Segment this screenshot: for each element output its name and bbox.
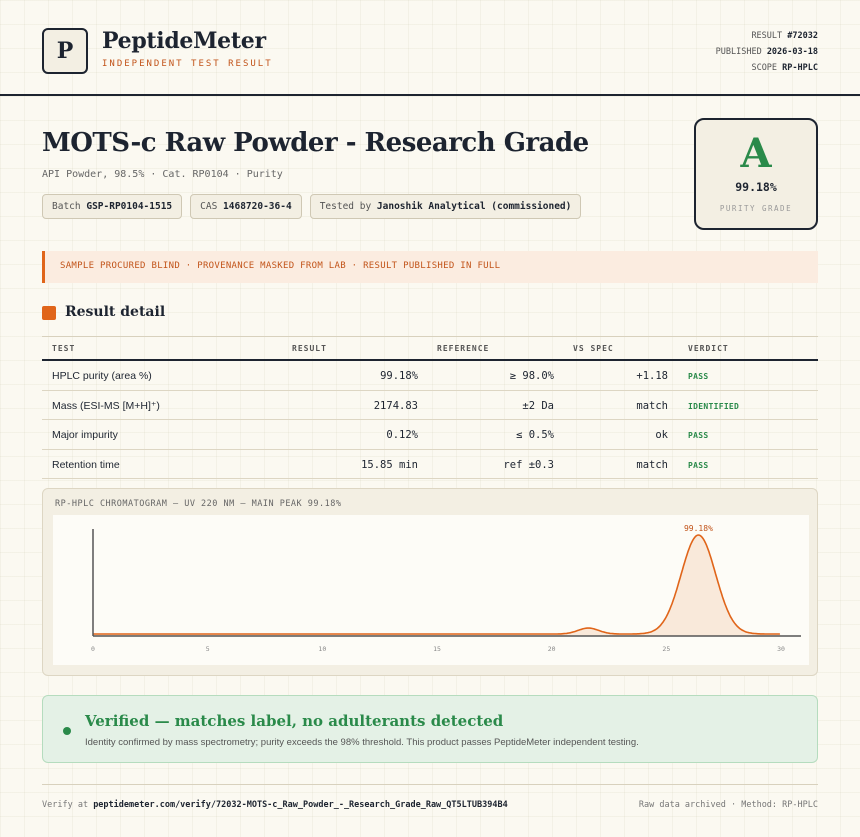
- footer-method: Raw data archived · Method: RP-HPLC: [638, 800, 818, 810]
- chart-area: 0 5 10 15 20 25 30 99.18%: [53, 515, 809, 665]
- footer: Verify at peptidemeter.com/verify/72032-…: [42, 784, 818, 810]
- cell-test: Major impurity: [52, 429, 118, 441]
- chromatogram-card: RP-HPLC CHROMATOGRAM — UV 220 NM — MAIN …: [42, 488, 818, 676]
- section-marker-icon: [42, 306, 56, 320]
- x-tick-label: 20: [548, 645, 556, 653]
- cell-test: HPLC purity (area %): [52, 370, 152, 382]
- chromatogram-svg: 0 5 10 15 20 25 30 99.18%: [91, 524, 801, 653]
- cell-verdict: IDENTIFIED: [688, 401, 740, 411]
- verify-link[interactable]: peptidemeter.com/verify/72032-MOTS-c_Raw…: [93, 800, 508, 810]
- table-row: HPLC purity (area %) 99.18% ≥ 98.0% +1.1…: [42, 361, 818, 391]
- header-vs-spec: VS SPEC: [573, 344, 614, 353]
- header-result: RESULT: [292, 344, 327, 353]
- scope-line: SCOPE RP-HPLC: [751, 63, 818, 73]
- product-chips: Batch GSP-RP0104-1515 CAS 1468720-36-4 T…: [42, 194, 582, 219]
- grade-value: 99.18%: [735, 180, 777, 194]
- cell-result: 15.85 min: [361, 458, 418, 471]
- verification-title: Verified — matches label, no adulterants…: [85, 712, 504, 730]
- brand-name: PeptideMeter: [102, 28, 266, 54]
- cell-verdict: PASS: [688, 372, 709, 381]
- verified-dot-icon: [63, 727, 71, 735]
- chromatogram-trace: [93, 534, 780, 635]
- published-line: PUBLISHED 2026-03-18: [715, 47, 818, 57]
- table-row: Mass (ESI-MS [M+H]⁺) 2174.83 ±2 Da match…: [42, 391, 818, 420]
- brand-logo: P: [42, 28, 88, 74]
- procurement-banner: SAMPLE PROCURED BLIND · PROVENANCE MASKE…: [42, 251, 818, 283]
- x-tick-label: 0: [91, 645, 95, 653]
- x-tick-label: 5: [206, 645, 210, 653]
- header-verdict: VERDICT: [688, 344, 729, 353]
- cell-reference: ≥ 98.0%: [509, 370, 554, 382]
- x-tick-label: 15: [433, 645, 441, 653]
- verification-card: Verified — matches label, no adulterants…: [42, 695, 818, 763]
- tested-by-chip: Tested by Janoshik Analytical (commissio…: [309, 194, 582, 219]
- cell-reference: ±2 Da: [522, 399, 554, 412]
- result-id-line: RESULT #72032: [751, 31, 818, 41]
- cell-reference: ref ±0.3: [503, 458, 554, 471]
- x-tick-label: 30: [777, 645, 785, 653]
- header-test: TEST: [52, 344, 76, 353]
- chart-title: RP-HPLC CHROMATOGRAM — UV 220 NM — MAIN …: [55, 499, 342, 509]
- verify-line: Verify at peptidemeter.com/verify/72032-…: [42, 800, 508, 810]
- cell-result: 99.18%: [380, 370, 418, 382]
- cell-vs-spec: match: [636, 399, 668, 412]
- grade-letter: A: [740, 130, 772, 177]
- cell-vs-spec: +1.18: [636, 370, 668, 382]
- table-row: Retention time 15.85 min ref ±0.3 match …: [42, 450, 818, 479]
- x-tick-label: 10: [318, 645, 326, 653]
- cell-test: Retention time: [52, 458, 120, 471]
- main-peak-label: 99.18%: [684, 524, 713, 533]
- purity-grade-card: A 99.18% PURITY GRADE: [694, 118, 818, 230]
- chromatogram-area-fill: [93, 535, 781, 636]
- table-row: Major impurity 0.12% ≤ 0.5% ok PASS: [42, 420, 818, 450]
- cas-chip: CAS 1468720-36-4: [190, 194, 302, 219]
- batch-chip: Batch GSP-RP0104-1515: [42, 194, 183, 219]
- cell-result: 0.12%: [386, 429, 418, 441]
- cell-vs-spec: ok: [655, 429, 668, 441]
- result-meta: RESULT #72032 PUBLISHED 2026-03-18 SCOPE…: [716, 28, 818, 76]
- cell-test: Mass (ESI-MS [M+H]⁺): [52, 399, 160, 412]
- product-title: MOTS-c Raw Powder - Research Grade: [42, 128, 589, 158]
- banner-text: SAMPLE PROCURED BLIND · PROVENANCE MASKE…: [60, 261, 501, 271]
- report-header: P PeptideMeter INDEPENDENT TEST RESULT R…: [0, 0, 860, 96]
- cell-verdict: PASS: [688, 460, 709, 470]
- section-title: Result detail: [65, 304, 166, 320]
- product-subtitle: API Powder, 98.5% · Cat. RP0104 · Purity: [42, 169, 283, 180]
- grade-label: PURITY GRADE: [719, 204, 793, 213]
- header-reference: REFERENCE: [437, 344, 490, 353]
- x-tick-label: 25: [662, 645, 670, 653]
- results-table: TEST RESULT REFERENCE VS SPEC VERDICT HP…: [42, 336, 818, 479]
- verification-text: Identity confirmed by mass spectrometry;…: [85, 737, 639, 748]
- cell-reference: ≤ 0.5%: [516, 429, 554, 441]
- cell-result: 2174.83: [373, 399, 418, 412]
- cell-vs-spec: match: [636, 458, 668, 471]
- brand-tagline: INDEPENDENT TEST RESULT: [102, 59, 273, 69]
- table-header: TEST RESULT REFERENCE VS SPEC VERDICT: [42, 336, 818, 361]
- cell-verdict: PASS: [688, 431, 709, 440]
